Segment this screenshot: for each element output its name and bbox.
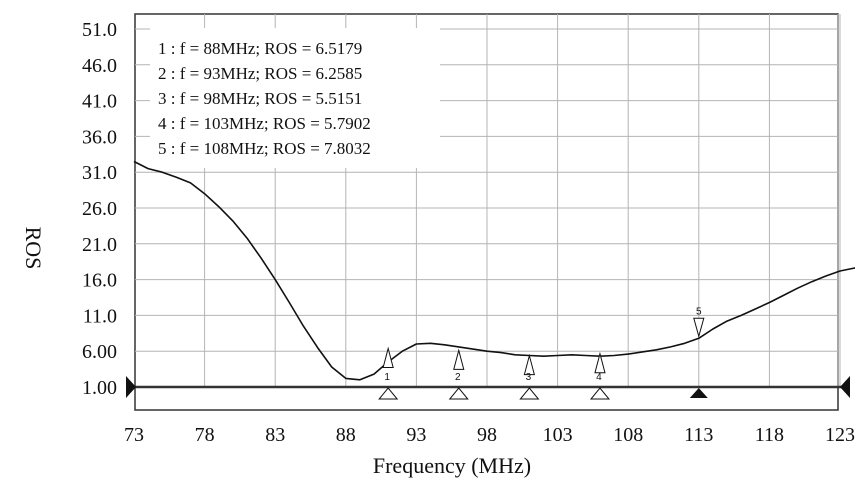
x-tick-label: 78 (195, 424, 215, 446)
marker-5-triangle (693, 317, 705, 339)
marker-3-axis-triangle (519, 387, 540, 400)
x-tick-label: 98 (477, 424, 497, 446)
y-tick-label: 41.0 (82, 91, 117, 113)
x-tick-label: 123 (825, 424, 855, 446)
marker-layer: 1 2 3 4 5 (378, 306, 705, 400)
y-tick-label: 21.0 (82, 234, 117, 256)
tick-labels: 51.0 46.0 41.0 36.0 31.0 26.0 21.0 16.0 11.0 6.00… (82, 19, 855, 446)
marker-4-axis-triangle (589, 387, 611, 400)
frequency-axis (126, 376, 850, 398)
x-tick-label: 88 (336, 424, 356, 446)
marker-2-label: 2 (455, 372, 461, 383)
legend-entry-4: 4 : f = 103MHz; ROS = 5.7902 (158, 114, 371, 133)
legend-entry-3: 3 : f = 98MHz; ROS = 5.5151 (158, 89, 362, 108)
y-tick-label: 51.0 (82, 19, 117, 41)
y-tick-label: 16.0 (82, 270, 117, 292)
marker-5-label: 5 (696, 306, 702, 317)
y-tick-label: 26.0 (82, 198, 117, 220)
marker-1-axis-triangle (378, 387, 399, 400)
y-tick-label: 6.00 (82, 341, 117, 363)
legend-entry-5: 5 : f = 108MHz; ROS = 7.8032 (158, 139, 371, 158)
y-tick-label: 1.00 (82, 377, 117, 399)
legend-entry-2: 2 : f = 93MHz; ROS = 6.2585 (158, 64, 362, 83)
y-tick-label: 11.0 (83, 305, 117, 327)
curve-layer (133, 160, 855, 381)
x-tick-label: 103 (543, 424, 573, 446)
axis-marker-filled (689, 388, 708, 398)
marker-2-axis-triangle (448, 387, 469, 400)
marker-1-label: 1 (384, 372, 390, 383)
marker-1-triangle (382, 346, 394, 368)
marker-2-triangle (453, 348, 465, 370)
y-tick-label: 31.0 (82, 162, 117, 184)
marker-3-label: 3 (526, 372, 532, 383)
x-tick-label: 83 (265, 424, 285, 446)
x-tick-label: 113 (684, 424, 713, 446)
y-tick-label: 36.0 (82, 126, 117, 148)
legend-background (150, 28, 440, 168)
marker-4-triangle (594, 351, 606, 374)
marker-3-triangle (523, 353, 536, 376)
x-tick-label: 108 (613, 424, 643, 446)
y-tick-label: 46.0 (82, 55, 117, 77)
x-tick-label: 93 (406, 424, 426, 446)
x-tick-label: 118 (755, 424, 784, 446)
x-axis-title: Frequency (MHz) (373, 453, 531, 478)
marker-legend: 1 : f = 88MHz; ROS = 6.5179 2 : f = 93MHz… (150, 28, 440, 168)
marker-4-label: 4 (596, 372, 602, 383)
axis-left-arrow (126, 376, 136, 398)
ros-curve (133, 160, 855, 381)
axis-right-arrow (840, 376, 850, 398)
y-axis-title: ROS (21, 227, 46, 270)
legend-entry-1: 1 : f = 88MHz; ROS = 6.5179 (158, 39, 362, 58)
x-tick-label: 73 (124, 424, 144, 446)
